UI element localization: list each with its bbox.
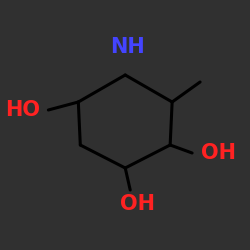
- Text: HO: HO: [5, 100, 40, 120]
- Text: NH: NH: [110, 37, 144, 57]
- Text: OH: OH: [120, 194, 155, 214]
- Text: OH: OH: [200, 143, 235, 163]
